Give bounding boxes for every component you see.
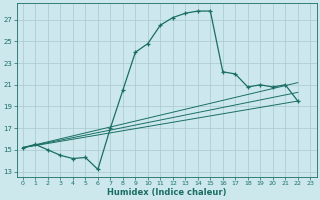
X-axis label: Humidex (Indice chaleur): Humidex (Indice chaleur) [107, 188, 226, 197]
